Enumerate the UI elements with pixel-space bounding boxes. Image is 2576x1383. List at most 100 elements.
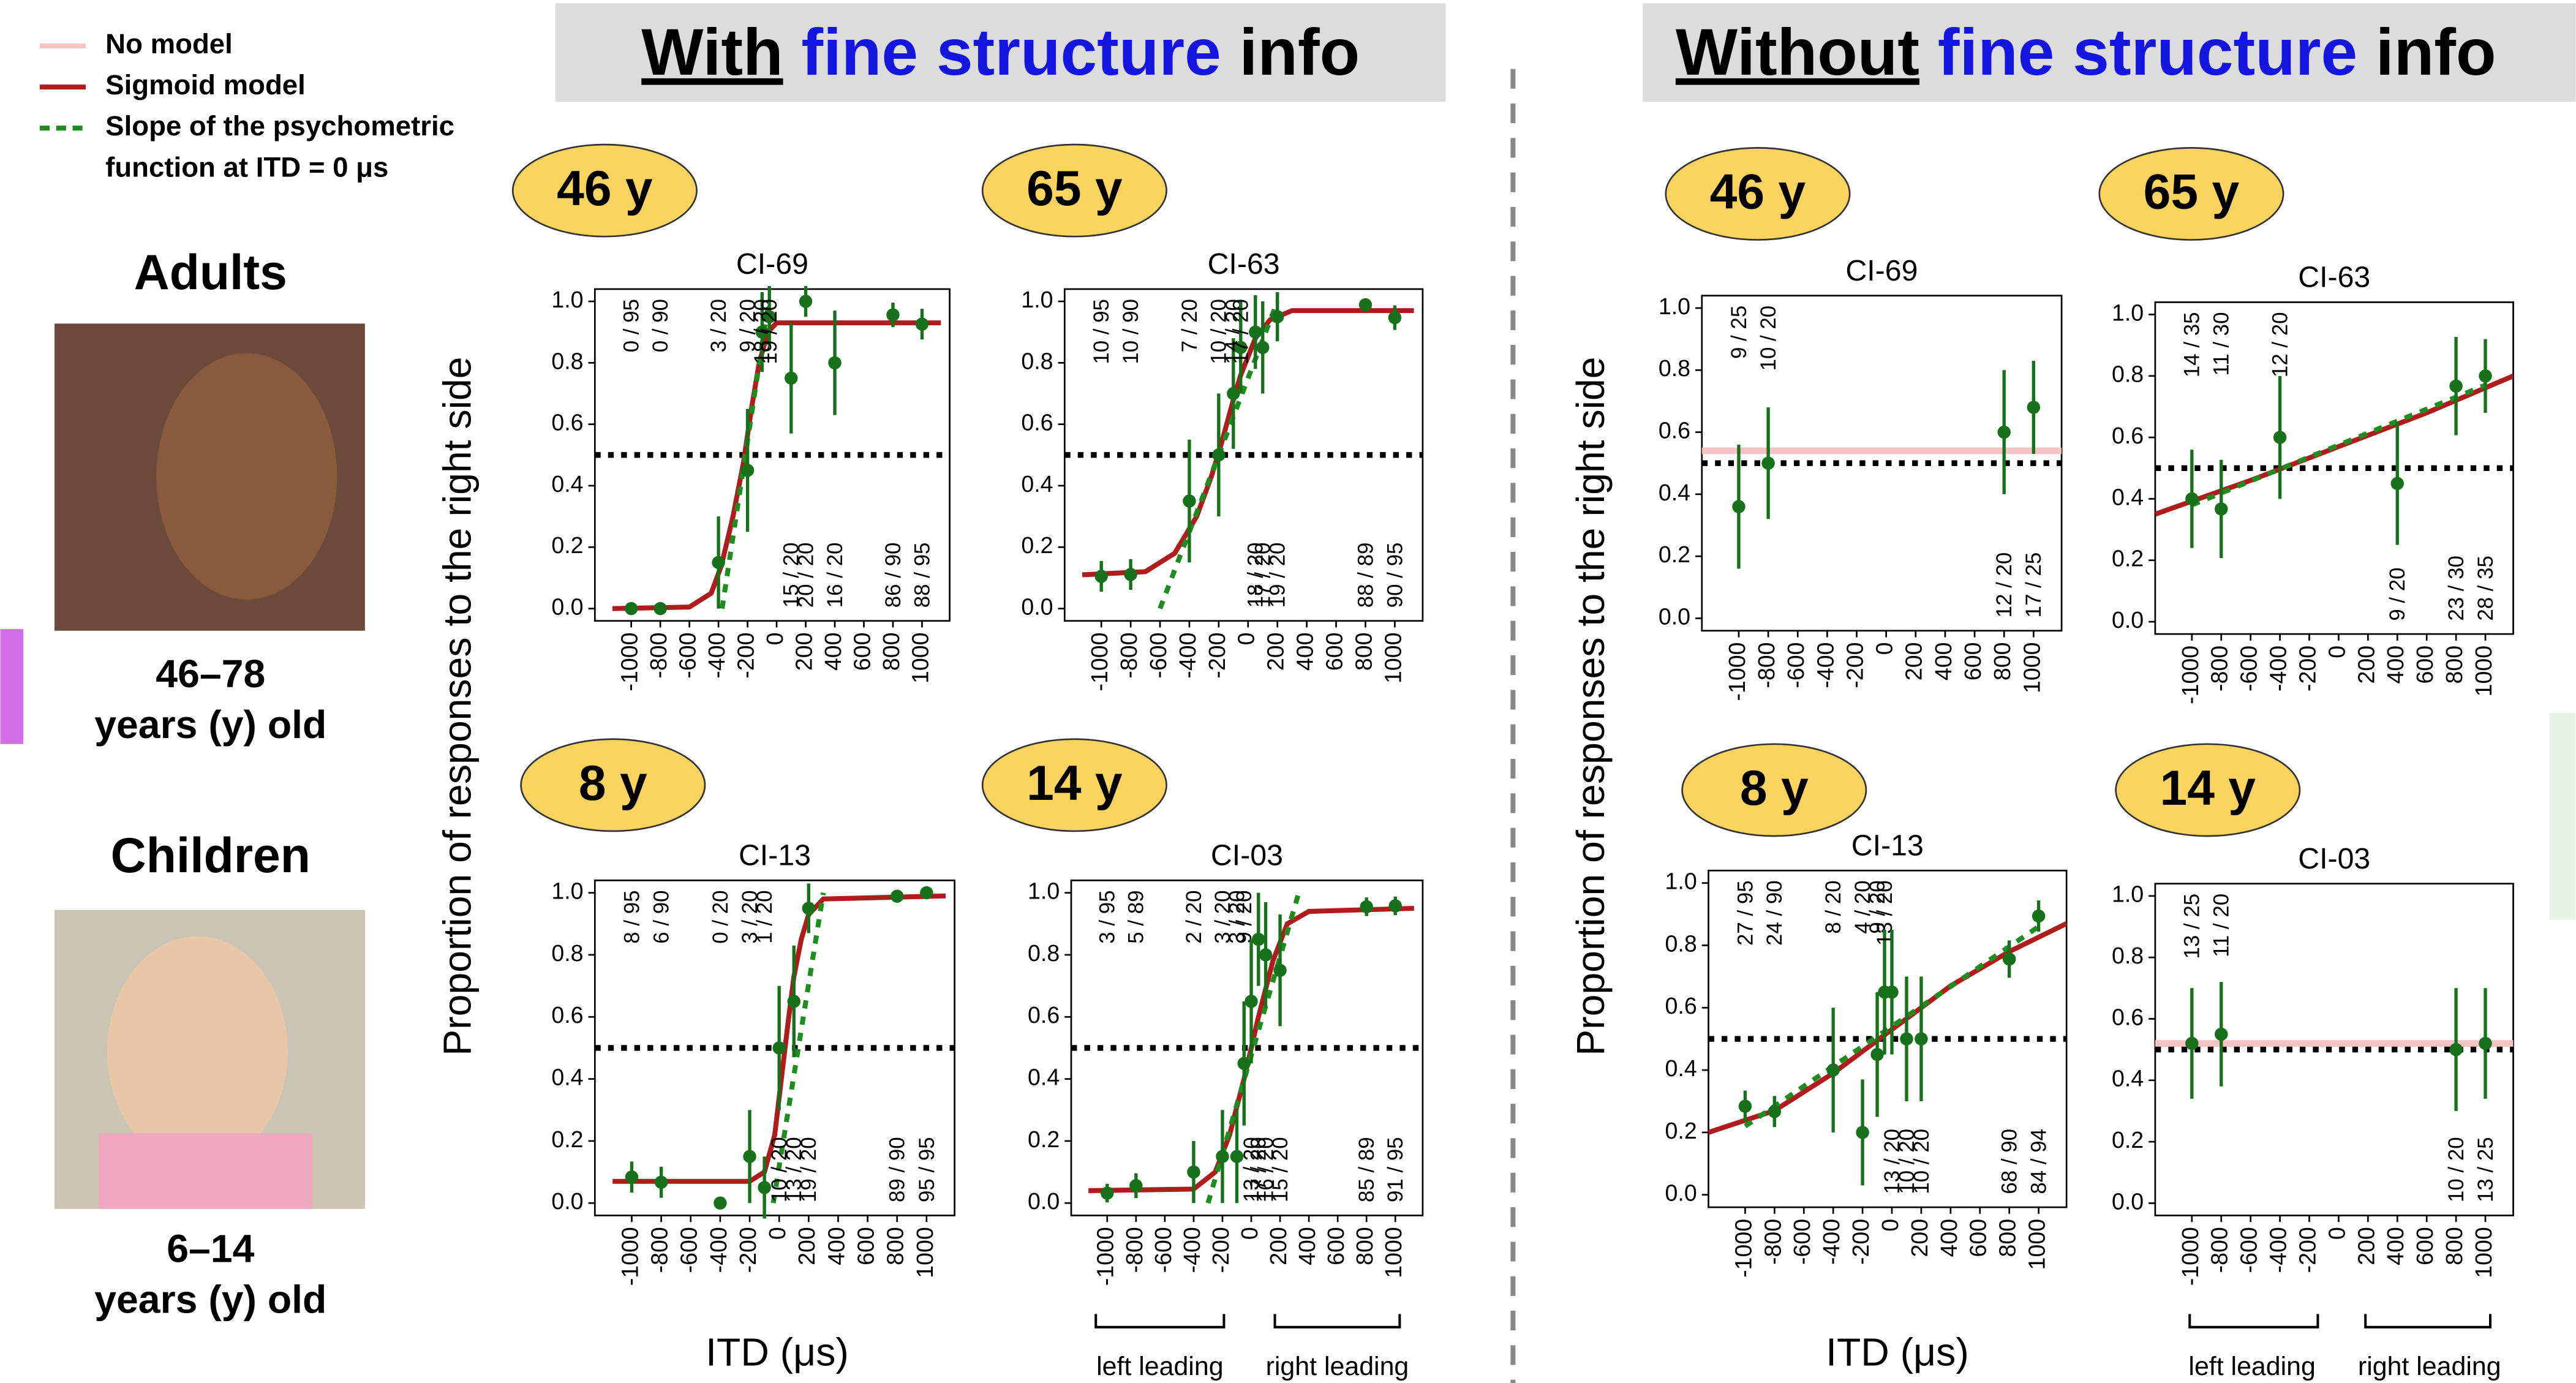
heading-suffix: info <box>2376 15 2496 89</box>
x-tick-label: 800 <box>1989 643 2015 681</box>
y-tick-label: 1.0 <box>551 287 583 312</box>
data-point <box>743 1150 756 1163</box>
x-tick-label: 400 <box>1292 632 1318 671</box>
x-tick-label: -800 <box>647 1227 672 1273</box>
panel-heading: With fine structure info <box>641 15 1360 89</box>
data-point <box>1212 448 1225 461</box>
age-label: 65 y <box>1026 161 1123 216</box>
group-range: 46–78 <box>156 652 265 696</box>
y-tick-label: 0.0 <box>1659 603 1690 629</box>
data-point <box>712 556 725 569</box>
count-label: 3 / 95 <box>1096 890 1120 943</box>
x-tick-label: -1000 <box>2177 646 2203 704</box>
data-point <box>2185 492 2198 505</box>
data-point <box>655 1176 668 1189</box>
data-point <box>788 995 800 1008</box>
data-point <box>785 372 797 385</box>
x-tick-label: 200 <box>791 632 816 671</box>
group-range: 6–14 <box>167 1226 254 1270</box>
x-tick-label: 200 <box>794 1227 819 1265</box>
x-tick-label: 0 <box>1872 643 1897 655</box>
heading-suffix: info <box>1240 15 1360 89</box>
x-tick-label: 1000 <box>1380 632 1406 684</box>
x-tick-label: -600 <box>1789 1219 1815 1265</box>
chart-title: CI-69 <box>736 247 808 281</box>
count-label: 19 / 20 <box>758 299 781 364</box>
x-tick-label: 800 <box>1995 1219 2021 1257</box>
count-label: 68 / 90 <box>1998 1129 2022 1194</box>
y-tick-label: 0.8 <box>1028 940 1060 966</box>
y-tick-label: 0.2 <box>1659 541 1690 567</box>
x-tick-label: -1000 <box>1087 632 1112 691</box>
data-point <box>1856 1126 1869 1139</box>
y-axis-label: Proportion of responses to the right sid… <box>1569 357 1613 1056</box>
data-point <box>625 602 638 615</box>
count-label: 6 / 90 <box>650 890 674 943</box>
count-label: 91 / 95 <box>1384 1137 1407 1202</box>
y-tick-label: 0.4 <box>1028 1065 1060 1090</box>
count-label: 1 / 20 <box>753 890 777 943</box>
group-unit: years (y) old <box>94 1278 326 1322</box>
photo-detail <box>99 1133 312 1208</box>
y-tick-label: 0.4 <box>1021 471 1053 497</box>
bracket <box>2190 1314 2490 1327</box>
y-tick-label: 0.0 <box>551 1188 583 1214</box>
x-tick-label: 800 <box>1350 632 1376 671</box>
side-box <box>2550 713 2576 920</box>
x-tick-label: -200 <box>1842 643 1867 688</box>
x-tick-label: 800 <box>2441 646 2467 684</box>
x-tick-label: -200 <box>1208 1227 1233 1273</box>
y-tick-label: 0.8 <box>551 348 583 374</box>
data-point <box>1761 457 1774 470</box>
x-tick-label: -800 <box>2207 646 2232 692</box>
x-tick-label: 1000 <box>2019 643 2044 694</box>
count-label: 13 / 25 <box>2180 894 2204 959</box>
x-tick-label: -800 <box>1116 632 1142 678</box>
data-point <box>1238 1057 1251 1070</box>
y-tick-label: 0.4 <box>1665 1055 1697 1081</box>
count-label: 11 / 20 <box>2210 894 2234 957</box>
data-point <box>1094 570 1107 582</box>
x-tick-label: 600 <box>1321 632 1347 671</box>
y-tick-label: 1.0 <box>1028 878 1060 904</box>
data-point <box>2391 477 2404 490</box>
data-point <box>2449 1043 2462 1056</box>
x-tick-label: 200 <box>1901 643 1927 681</box>
y-tick-label: 0.8 <box>551 940 583 966</box>
legend-label: Sigmoid model <box>105 69 306 100</box>
y-tick-label: 0.8 <box>2112 361 2144 387</box>
x-tick-label: 0 <box>762 632 788 645</box>
x-tick-label: 400 <box>2382 1227 2408 1265</box>
y-tick-label: 0.0 <box>2112 607 2144 633</box>
count-label: 9 / 20 <box>1232 890 1256 943</box>
count-label: 10 / 20 <box>1757 306 1780 371</box>
count-label: 12 / 20 <box>2268 312 2292 378</box>
y-tick-label: 0.6 <box>2112 423 2144 448</box>
x-tick-label: 200 <box>1907 1219 1932 1257</box>
data-point <box>2449 380 2462 393</box>
chart-title: CI-13 <box>1851 829 1924 862</box>
x-tick-label: -800 <box>1753 643 1779 688</box>
x-tick-label: 600 <box>2412 1227 2438 1265</box>
chart-title: CI-69 <box>1845 254 1918 287</box>
y-tick-label: 0.2 <box>1028 1126 1060 1152</box>
y-tick-label: 0.0 <box>2112 1188 2144 1214</box>
x-tick-label: 600 <box>2412 646 2438 684</box>
x-tick-label: 200 <box>2353 646 2379 684</box>
legend-label: No model <box>105 28 233 59</box>
x-tick-label: 0 <box>764 1227 790 1240</box>
x-tick-label: 800 <box>1352 1227 1377 1265</box>
count-label: 85 / 89 <box>1355 1137 1379 1202</box>
data-point <box>2215 1028 2228 1041</box>
count-label: 19 / 20 <box>1266 543 1290 608</box>
x-tick-label: -400 <box>1175 632 1200 678</box>
data-point <box>1768 1105 1781 1118</box>
y-tick-label: 0.2 <box>1021 532 1053 558</box>
x-tick-label: -600 <box>2236 646 2262 692</box>
data-point <box>741 464 754 477</box>
x-tick-label: -200 <box>1848 1219 1874 1265</box>
count-label: 19 / 20 <box>797 1137 821 1202</box>
x-tick-label: -600 <box>1783 643 1809 688</box>
x-tick-label: -1000 <box>617 632 642 691</box>
data-point <box>1129 1179 1142 1192</box>
